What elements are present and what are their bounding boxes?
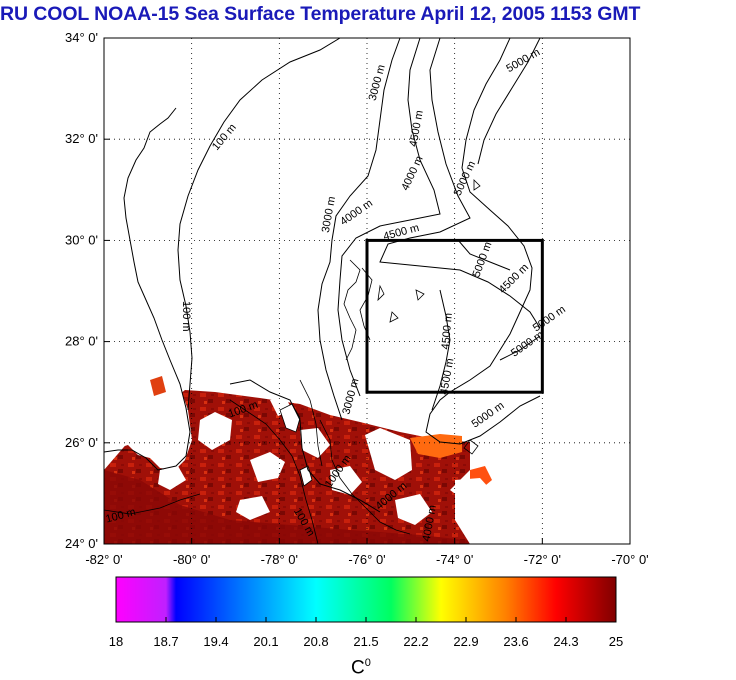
- lat-tick-label: 30° 0': [65, 232, 98, 247]
- coastline: [104, 107, 191, 471]
- lat-tick-label: 26° 0': [65, 435, 98, 450]
- colorbar-tick-label: 19.4: [203, 634, 228, 649]
- lon-tick-label: -72° 0': [524, 552, 561, 567]
- lon-tick-label: -80° 0': [173, 552, 210, 567]
- lat-tick-label: 28° 0': [65, 334, 98, 349]
- lon-tick-label: -82° 0': [85, 552, 122, 567]
- lat-tick-label: 32° 0': [65, 131, 98, 146]
- lat-tick-label: 34° 0': [65, 30, 98, 45]
- colorbar: [115, 576, 617, 623]
- contour-4500m: [379, 38, 541, 329]
- bathymetry-contours: [104, 38, 541, 544]
- lon-tick-label: -70° 0': [611, 552, 648, 567]
- lon-tick-label: -76° 0': [348, 552, 385, 567]
- sst-data-layer: [104, 300, 530, 544]
- colorbar-tick-label: 20.8: [303, 634, 328, 649]
- contour-label: 4500 m: [440, 312, 455, 350]
- contour-4000m: [337, 38, 441, 397]
- colorbar-tick-label: 24.3: [553, 634, 578, 649]
- colorbar-tick-label: 20.1: [253, 634, 278, 649]
- colorbar-unit: C0: [351, 657, 371, 679]
- colorbar-unit-sup: 0: [364, 657, 371, 669]
- contour-100m-east: [177, 38, 341, 411]
- lat-tick-label: 24° 0': [65, 536, 98, 551]
- contour-100m-bahamas: [229, 379, 381, 513]
- contour-label: 100 m: [180, 301, 192, 332]
- colorbar-tick-label: 22.2: [403, 634, 428, 649]
- colorbar-ticks: 18 18.7 19.4 20.1 20.8 21.5 22.2 22.9 23.6 24.3 25: [109, 617, 623, 649]
- latitude-axis: 34° 0' 32° 0' 30° 0' 28° 0' 26° 0' 24° 0': [65, 30, 110, 551]
- colorbar-tick-label: 18: [109, 634, 123, 649]
- colorbar-tick-label: 23.6: [503, 634, 528, 649]
- lon-tick-label: -74° 0': [436, 552, 473, 567]
- colorbar-tick-label: 18.7: [153, 634, 178, 649]
- colorbar-tick-label: 21.5: [353, 634, 378, 649]
- florida-land: [104, 300, 192, 470]
- longitude-axis: -82° 0' -80° 0' -78° 0' -76° 0' -74° 0' -72° …: [85, 538, 649, 567]
- colorbar-tick-label: 22.9: [453, 634, 478, 649]
- study-region-box: [365, 238, 544, 394]
- contour-3000m: [317, 38, 401, 421]
- colorbar-tick-label: 25: [609, 634, 623, 649]
- map-title: RU COOL NOAA-15 Sea Surface Temperature …: [0, 3, 641, 25]
- colorbar-unit-base: C: [351, 657, 365, 679]
- lon-tick-label: -78° 0': [261, 552, 298, 567]
- contour-5000m: [425, 38, 541, 445]
